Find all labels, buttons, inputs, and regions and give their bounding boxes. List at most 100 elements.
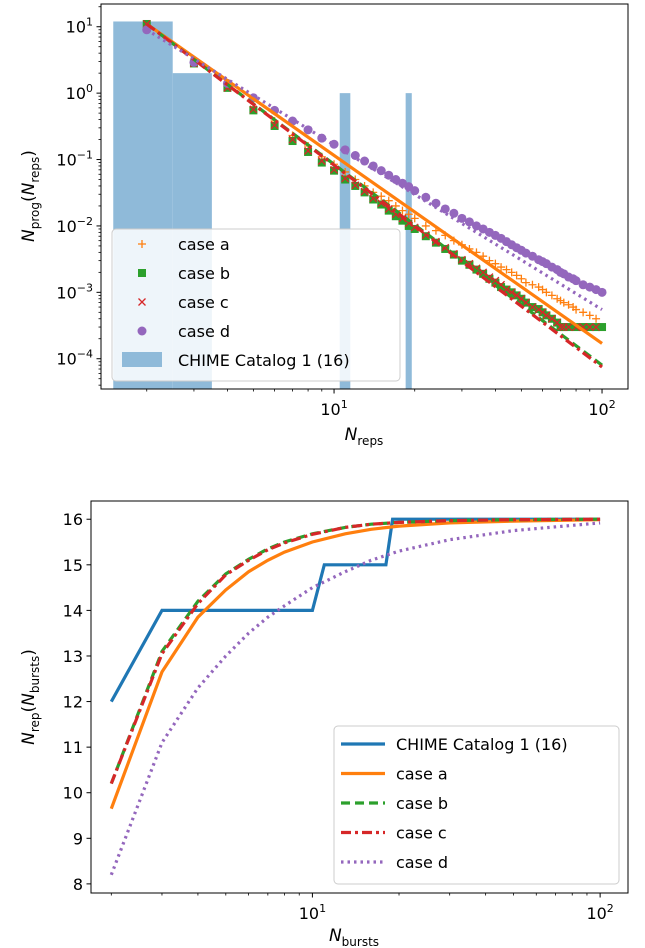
- scatter-point: [377, 200, 386, 209]
- scatter-point: [404, 221, 413, 230]
- scatter-point: [507, 268, 516, 277]
- legend-marker: [138, 269, 146, 277]
- scatter-point: [384, 205, 393, 213]
- y-tick-label: 16: [63, 510, 83, 529]
- scatter-point: [398, 206, 407, 215]
- x-axis-label: Nreps: [345, 425, 384, 448]
- top-chart: 101 102 10−4 10−3 10−2 10−1 100 101 Nreps Nprog(N…: [19, 3, 629, 448]
- scatter-point: [517, 274, 526, 283]
- y-tick-label: 10−4: [56, 348, 93, 369]
- y-tick-label: 9: [73, 829, 83, 848]
- y-axis-label: Nprog(Nreps): [19, 150, 42, 242]
- bottom-chart: 101 102 8 9 10 11 12 13 14 15 16 Nbursts Nrep(Nburst…: [19, 500, 629, 948]
- scatter-point: [547, 291, 556, 300]
- scatter-point: [465, 260, 474, 269]
- scatter-point: [317, 158, 326, 167]
- legend-label: case b: [178, 264, 230, 283]
- legend-patch: [122, 352, 162, 367]
- scatter-point: [431, 198, 441, 208]
- scatter-point: [559, 298, 568, 307]
- x-tick-label: 102: [586, 902, 613, 923]
- scatter-point: [398, 216, 407, 225]
- scatter-point: [421, 192, 431, 202]
- fit-line: [145, 22, 603, 367]
- y-tick-label: 15: [63, 556, 83, 575]
- scatter-point: [485, 274, 494, 283]
- scatter-point: [579, 308, 588, 317]
- scatter-point: [457, 213, 467, 223]
- scatter-point: [249, 105, 258, 114]
- legend-label: CHIME Catalog 1 (16): [396, 735, 568, 754]
- scatter-point: [585, 323, 594, 332]
- scatter-point: [528, 280, 537, 289]
- plot-frame: [90, 500, 629, 894]
- histogram-bar: [405, 93, 412, 389]
- scatter-point: [449, 208, 459, 218]
- fit-line: [145, 22, 603, 345]
- x-tick-label: 101: [299, 902, 326, 923]
- scatter-point: [556, 323, 565, 332]
- scatter-point: [491, 276, 500, 285]
- legend-marker: [138, 240, 146, 248]
- fit-line: [145, 28, 603, 311]
- legend-label: case a: [396, 765, 448, 784]
- series-line: [109, 517, 601, 785]
- plot-content: [113, 19, 607, 389]
- legend: CHIME Catalog 1 (16) case a case b case c ca…: [333, 725, 620, 885]
- scatter-point: [410, 224, 419, 233]
- y-axis-label: Nrep(Nbursts): [19, 649, 42, 745]
- scatter-point: [410, 186, 420, 196]
- scatter-point: [597, 287, 607, 297]
- scatter-point: [542, 311, 551, 320]
- y-tick-label: 10−2: [56, 215, 93, 236]
- scatter-point: [317, 157, 326, 165]
- scatter-point: [351, 181, 360, 190]
- scatter-point: [479, 269, 488, 278]
- scatter-point: [598, 323, 607, 332]
- scatter-point: [564, 300, 573, 309]
- legend-label: case a: [178, 235, 230, 254]
- y-tick-label: 13: [63, 647, 83, 666]
- scatter-point: [592, 314, 601, 323]
- legend-label: case d: [178, 322, 230, 341]
- series-line: [109, 517, 601, 703]
- legend-label: CHIME Catalog 1 (16): [178, 351, 350, 370]
- x-axis-label: Nbursts: [329, 926, 379, 948]
- legend-label: case b: [396, 794, 448, 813]
- plot-content: [109, 517, 601, 876]
- y-tick-label: 10: [63, 784, 83, 803]
- y-tick-label: 8: [73, 875, 83, 894]
- scatter-point: [369, 195, 378, 204]
- x-tick-label: 101: [320, 398, 347, 419]
- y-tick-label: 100: [66, 82, 93, 103]
- x-tick-label: 102: [588, 398, 615, 419]
- scatter-point: [304, 147, 313, 156]
- scatter-point: [564, 323, 573, 332]
- series-line: [109, 518, 601, 810]
- scatter-point: [288, 137, 297, 146]
- scatter-point: [404, 210, 413, 219]
- scatter-point: [512, 291, 521, 300]
- legend-label: case c: [396, 824, 447, 843]
- y-tick-label: 101: [66, 16, 93, 37]
- scatter-point: [464, 217, 474, 227]
- y-tick-label: 10−3: [56, 281, 93, 302]
- y-tick-label: 14: [63, 601, 83, 620]
- scatter-point: [391, 201, 400, 210]
- scatter-point: [491, 278, 500, 287]
- y-tick-label: 11: [63, 738, 83, 757]
- scatter-point: [547, 314, 556, 323]
- scatter-point: [512, 271, 521, 280]
- scatter-point: [341, 175, 350, 184]
- plot-frame: [100, 3, 629, 390]
- scatter-point: [341, 174, 350, 183]
- legend-marker: [137, 326, 147, 336]
- legend-box: [111, 228, 401, 382]
- scatter-point: [288, 135, 297, 144]
- legend: case a case b case c case d CHIME Catalog 1 …: [111, 228, 401, 382]
- scatter-point: [553, 318, 562, 327]
- scatter-point: [479, 268, 488, 277]
- scatter-point: [384, 206, 393, 215]
- scatter-point: [592, 323, 601, 332]
- scatter-point: [571, 276, 581, 286]
